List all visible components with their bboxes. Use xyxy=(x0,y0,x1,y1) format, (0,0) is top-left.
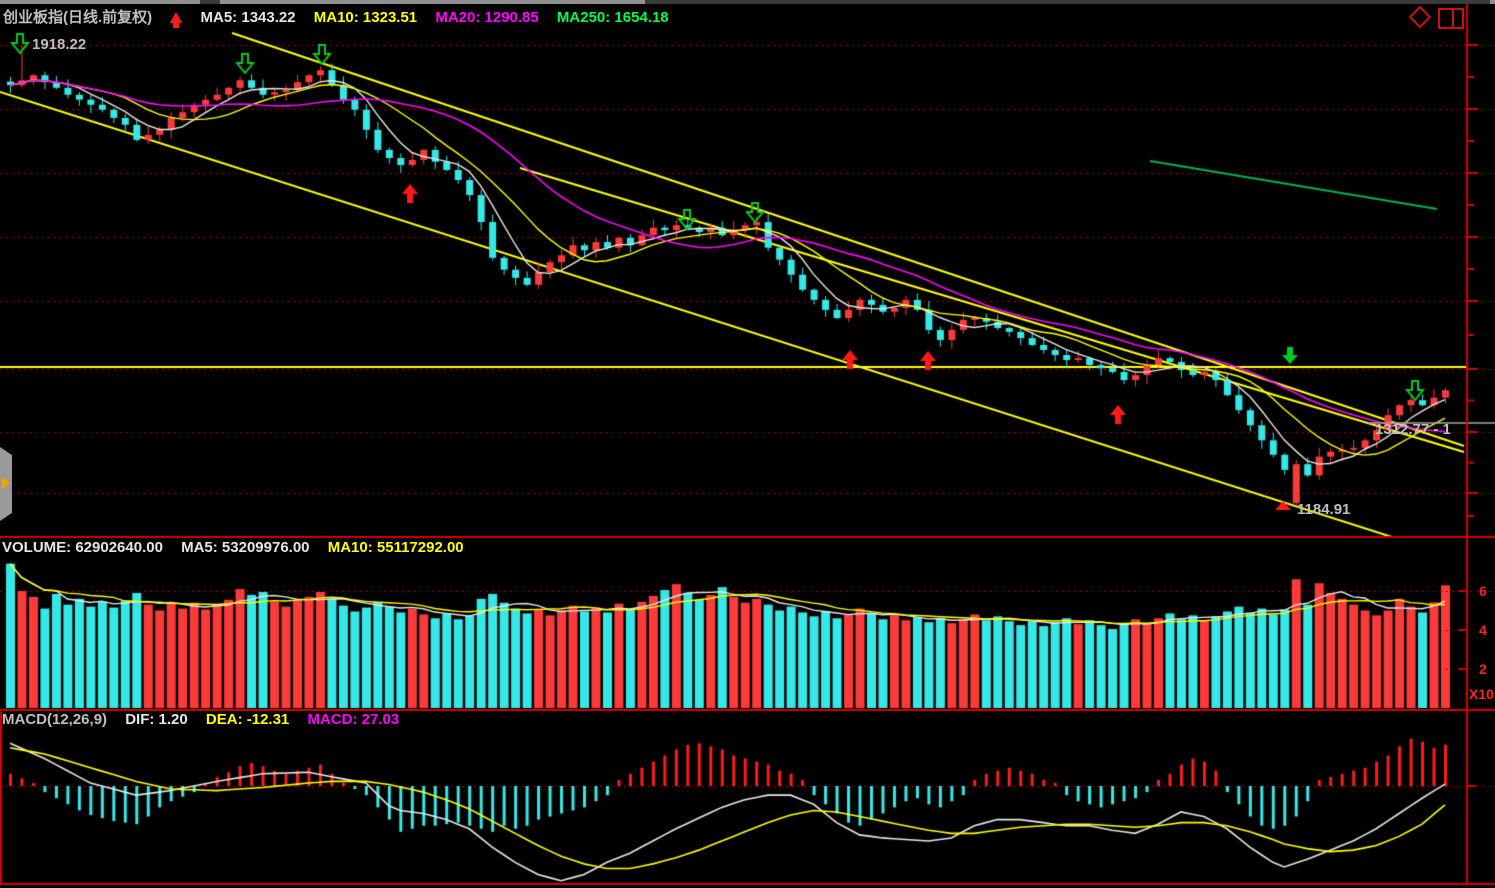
ma250-value: MA250: 1654.18 xyxy=(556,9,669,26)
titlebar-notch xyxy=(200,0,220,4)
dif-value: DIF: 1.20 xyxy=(125,711,188,728)
ma5-value: MA5: 1343.22 xyxy=(200,9,296,26)
volume-ma10-value: MA10: 55117292.00 xyxy=(327,539,464,556)
up-arrow-icon xyxy=(170,12,183,28)
main-chart-header: 创业板指(日线.前复权) MA5: 1343.22 MA10: 1323.51 … xyxy=(3,6,683,28)
expand-triangle-icon xyxy=(2,477,10,489)
volume-header: VOLUME: 62902640.00 MA5: 53209976.00 MA1… xyxy=(2,539,478,556)
window-title-strip xyxy=(0,0,1495,4)
sidebar-expand-handle[interactable] xyxy=(0,447,12,521)
window-icon-divider xyxy=(1452,10,1454,27)
macd-value: MACD: 27.03 xyxy=(307,711,400,728)
measure-line-label: 1312.77 - 1 xyxy=(1375,421,1451,438)
low-price-label: 1184.91 xyxy=(1297,501,1351,518)
ma10-value: MA10: 1323.51 xyxy=(313,9,418,26)
symbol-title: 创业板指(日线.前复权) xyxy=(3,9,153,26)
vol-axis-label-6: 6 xyxy=(1479,583,1487,599)
macd-name: MACD(12,26,9) xyxy=(2,711,108,728)
volume-ma5-value: MA5: 53209976.00 xyxy=(181,539,310,556)
volume-value: VOLUME: 62902640.00 xyxy=(2,539,163,556)
high-price-label: 1918.22 xyxy=(32,36,87,53)
vol-axis-label-4: 4 xyxy=(1479,622,1487,638)
vol-axis-label-2: 2 xyxy=(1479,661,1487,677)
split-window-icon[interactable] xyxy=(1438,8,1464,29)
vol-axis-multiplier: X10 xyxy=(1469,686,1494,702)
macd-header: MACD(12,26,9) DIF: 1.20 DEA: -12.31 MACD… xyxy=(2,711,413,728)
titlebar-band xyxy=(645,0,1490,4)
ma20-value: MA20: 1290.85 xyxy=(435,9,539,26)
dea-value: DEA: -12.31 xyxy=(205,711,290,728)
